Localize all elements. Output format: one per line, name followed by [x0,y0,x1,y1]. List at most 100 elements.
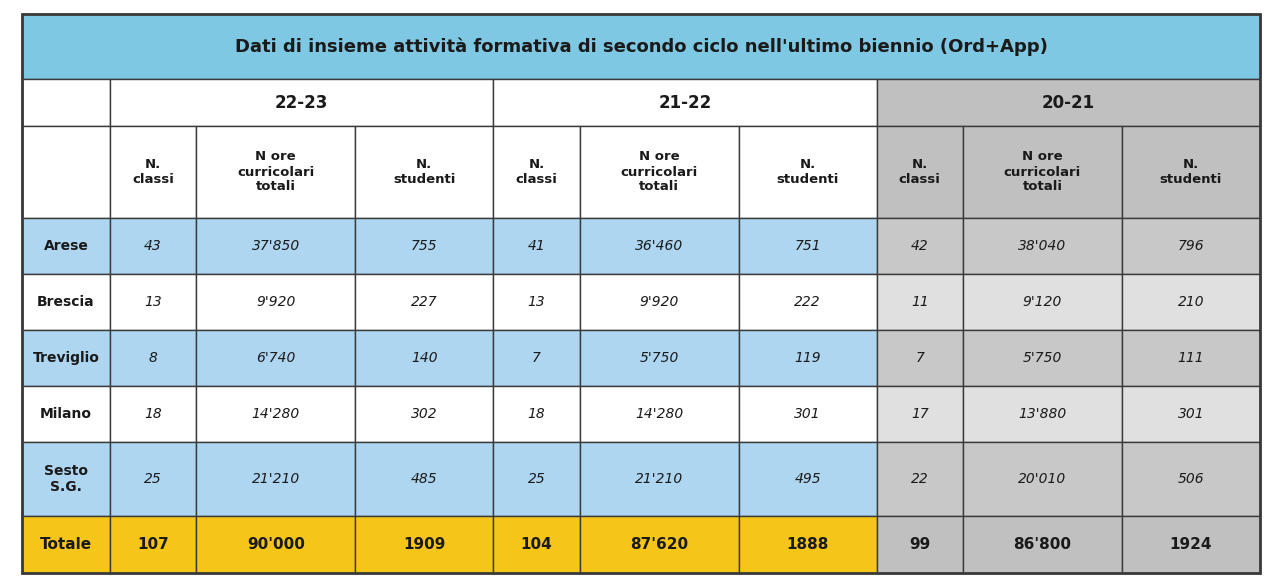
Bar [494,442,579,516]
Text: 90'000: 90'000 [247,537,305,552]
Text: 25: 25 [145,472,162,486]
Bar [110,386,196,442]
Text: 37'850: 37'850 [251,239,300,253]
Text: Totale: Totale [40,537,92,552]
Text: Milano: Milano [40,407,92,421]
Bar [22,274,110,330]
Bar [1122,126,1260,218]
Bar [963,126,1122,218]
Text: 495: 495 [795,472,820,486]
Text: 1888: 1888 [786,537,829,552]
Bar [110,442,196,516]
Text: 38'040: 38'040 [1018,239,1067,253]
Text: 43: 43 [145,239,162,253]
Text: 755: 755 [412,239,437,253]
Text: 36'460: 36'460 [635,239,683,253]
Bar [963,274,1122,330]
Text: N.
studenti: N. studenti [394,158,455,186]
Text: Arese: Arese [44,239,88,253]
Bar [738,330,877,386]
Bar [579,386,738,442]
Text: 20-21: 20-21 [1042,93,1095,112]
Bar [110,516,196,573]
Bar [877,516,963,573]
Text: N ore
curricolari
totali: N ore curricolari totali [1004,150,1081,194]
Text: 20'010: 20'010 [1018,472,1067,486]
Text: N ore
curricolari
totali: N ore curricolari totali [237,150,314,194]
Bar [1122,330,1260,386]
Text: 41: 41 [528,239,545,253]
Text: 8: 8 [149,351,158,365]
Text: 301: 301 [1178,407,1204,421]
Bar [738,126,877,218]
Text: 13'880: 13'880 [1018,407,1067,421]
Text: 111: 111 [1178,351,1204,365]
Bar [22,330,110,386]
Bar [196,386,355,442]
Text: 506: 506 [1178,472,1204,486]
Text: 21'210: 21'210 [251,472,300,486]
Text: 22-23: 22-23 [274,93,328,112]
Bar [1122,218,1260,274]
Bar [494,386,579,442]
Text: 485: 485 [412,472,437,486]
Text: 1924: 1924 [1169,537,1213,552]
Text: 140: 140 [412,351,437,365]
Text: 14'280: 14'280 [251,407,300,421]
Bar [110,79,494,126]
Bar [22,386,110,442]
Bar [877,218,963,274]
Text: 9'920: 9'920 [256,295,295,309]
Text: 302: 302 [412,407,437,421]
Bar [355,274,494,330]
Text: 21'210: 21'210 [635,472,683,486]
Bar [579,330,738,386]
Bar [494,330,579,386]
Bar [196,516,355,573]
Bar [963,442,1122,516]
Bar [494,274,579,330]
Text: 87'620: 87'620 [629,537,688,552]
Bar [355,442,494,516]
Bar [196,330,355,386]
Text: 5'750: 5'750 [1023,351,1063,365]
Bar [494,516,579,573]
Text: 14'280: 14'280 [635,407,683,421]
Text: 104: 104 [520,537,553,552]
Bar [579,274,738,330]
Bar [963,386,1122,442]
Bar [22,79,110,126]
Bar [877,442,963,516]
Bar [196,126,355,218]
Bar [355,126,494,218]
Bar [196,274,355,330]
Text: Brescia: Brescia [37,295,95,309]
Bar [22,126,110,218]
Bar [877,386,963,442]
Bar [355,218,494,274]
Bar [355,386,494,442]
Text: 13: 13 [528,295,545,309]
Text: N ore
curricolari
totali: N ore curricolari totali [620,150,697,194]
Bar [738,442,877,516]
Bar [579,442,738,516]
Bar [355,330,494,386]
Bar [877,274,963,330]
Text: 210: 210 [1178,295,1204,309]
Bar [355,516,494,573]
Text: 1909: 1909 [403,537,446,552]
Bar [1122,386,1260,442]
Text: 301: 301 [795,407,820,421]
Text: 119: 119 [795,351,820,365]
Bar [738,218,877,274]
Text: 11: 11 [912,295,928,309]
Text: 7: 7 [915,351,924,365]
Text: 99: 99 [909,537,931,552]
Bar [963,218,1122,274]
Bar [1122,274,1260,330]
Bar [22,218,110,274]
Text: 21-22: 21-22 [659,93,712,112]
Text: 25: 25 [528,472,545,486]
Bar [579,126,738,218]
Bar [1122,442,1260,516]
